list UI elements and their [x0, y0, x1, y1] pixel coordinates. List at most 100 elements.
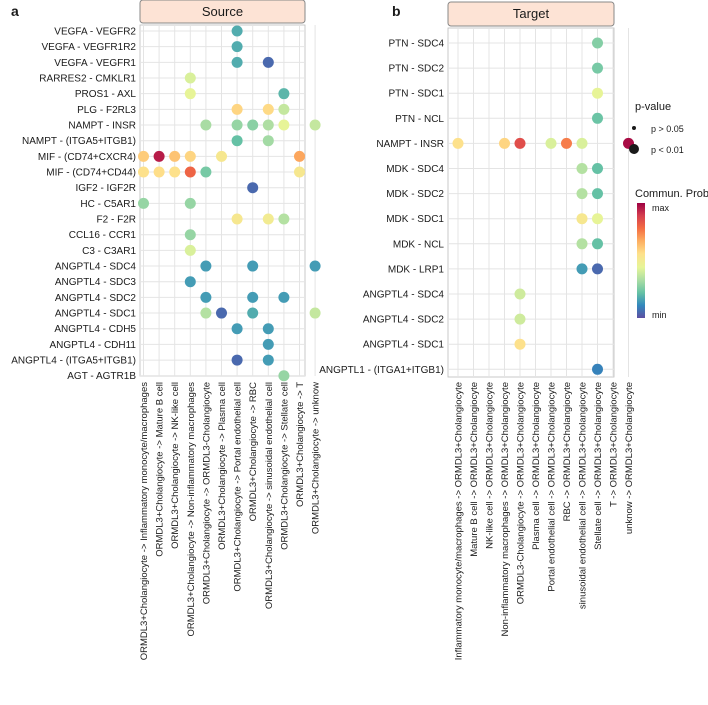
x-tick-label: ORMDL3+Cholangiocyte -> NK-like cell — [170, 382, 181, 549]
y-tick-label: RARRES2 - CMKLR1 — [39, 74, 136, 85]
data-point — [499, 137, 510, 149]
y-tick-label: ANGPTL4 - CDH5 — [54, 324, 136, 335]
data-point — [592, 87, 603, 99]
data-point — [184, 229, 196, 241]
data-point — [184, 197, 196, 209]
y-tick-label: ANGPTL4 - SDC4 — [363, 290, 445, 301]
data-point — [592, 238, 603, 250]
x-tick-label: ORMDL3-Cholangiocyte -> ORMDL3+Cholangio… — [516, 382, 527, 604]
data-point — [576, 137, 588, 149]
data-point — [592, 62, 603, 74]
x-tick-label: T -> ORMDL3+Cholangiocyte — [609, 382, 620, 507]
y-tick-label: MDK - SDC1 — [386, 214, 444, 225]
data-point — [514, 137, 526, 149]
y-tick-label: MDK - SDC2 — [386, 189, 444, 200]
x-tick-label: ORMDL3+Cholangiocyte -> T — [295, 382, 306, 507]
data-point — [592, 213, 603, 225]
target-plot-area — [447, 27, 615, 378]
y-tick-label: HC - C5AR1 — [80, 199, 136, 210]
data-point — [278, 291, 290, 303]
data-point — [262, 56, 274, 68]
x-tick-label: ORMDL3+Cholangiocyte -> Portal endotheli… — [233, 382, 244, 592]
x-tick-label: ORMDL3+Cholangiocyte -> ORMDL3-Cholangio… — [201, 382, 212, 604]
x-tick-label: unknow -> ORMDL3+Cholangiocyte — [624, 382, 635, 534]
x-tick-label: ORMDL3+Cholangiocyte -> unknow — [311, 382, 322, 534]
data-point — [200, 291, 212, 303]
data-point — [262, 354, 274, 366]
data-point — [138, 166, 149, 178]
data-point — [545, 137, 557, 149]
target-grid — [448, 28, 629, 377]
data-point — [184, 72, 196, 84]
data-point — [576, 263, 588, 275]
x-tick-label: Plasma cell -> ORMDL3+Cholangiocyte — [531, 382, 542, 550]
data-point — [231, 323, 243, 335]
y-tick-label: PLG - F2RL3 — [77, 105, 136, 116]
x-tick-label: ORMDL3+Cholangiocyte -> Inflammatory mon… — [139, 382, 150, 661]
y-tick-label: NAMPT - INSR — [376, 139, 444, 150]
data-point — [153, 150, 165, 162]
data-point — [309, 260, 321, 272]
data-point — [294, 150, 305, 162]
data-point — [200, 307, 212, 319]
y-tick-label: NAMPT - INSR — [68, 121, 136, 132]
data-point — [247, 119, 259, 131]
target-strip — [447, 1, 615, 27]
data-point — [309, 307, 321, 319]
y-tick-label: AGT - AGTR1B — [67, 371, 136, 382]
data-point — [231, 213, 243, 225]
x-tick-label: sinusoidal endothelial cell -> ORMDL3+Ch… — [578, 382, 589, 609]
y-tick-label: ANGPTL4 - SDC2 — [55, 293, 137, 304]
data-point — [576, 213, 588, 225]
data-point — [153, 166, 165, 178]
y-tick-label: PTN - SDC4 — [388, 39, 444, 50]
y-tick-label: ANGPTL4 - (ITGA5+ITGB1) — [11, 356, 136, 367]
x-tick-label: ORMDL3+Cholangiocyte -> Plasma cell — [217, 382, 228, 550]
pvalue-large-dot — [629, 144, 639, 154]
data-point — [231, 354, 243, 366]
y-tick-label: ANGPTL4 - SDC1 — [363, 340, 445, 351]
data-point — [294, 166, 305, 178]
pvalue-legend-title: p-value — [635, 101, 671, 113]
source-dots — [138, 25, 321, 382]
data-point — [278, 119, 290, 131]
data-point — [452, 137, 464, 149]
data-point — [309, 119, 321, 131]
data-point — [169, 166, 181, 178]
x-tick-label: ORMDL3+Cholangiocyte -> RBC — [248, 382, 259, 522]
y-tick-label: ANGPTL4 - SDC3 — [55, 277, 137, 288]
pvalue-small-label: p > 0.05 — [651, 124, 684, 134]
data-point — [200, 260, 212, 272]
x-tick-label: ORMDL3+Cholangiocyte -> Non-inflammatory… — [186, 382, 197, 637]
x-tick-label: ORMDL3+Cholangiocyte -> sinusoidal endot… — [264, 382, 275, 609]
data-point — [278, 213, 290, 225]
data-point — [231, 135, 243, 147]
data-point — [576, 163, 588, 174]
data-point — [592, 188, 603, 200]
colorbar — [637, 203, 645, 318]
data-point — [262, 213, 274, 225]
data-point — [184, 166, 196, 178]
y-tick-label: IGF2 - IGF2R — [75, 183, 136, 194]
y-tick-label: CCL16 - CCR1 — [69, 230, 137, 241]
x-tick-label: ORMDL3+Cholangiocyte -> Mature B cell — [155, 382, 166, 557]
y-tick-label: PTN - SDC2 — [388, 64, 444, 75]
panel-letter-a: a — [11, 3, 19, 19]
y-tick-label: ANGPTL4 - SDC1 — [55, 309, 137, 320]
data-point — [514, 313, 526, 325]
x-tick-label: Inflammatory monocyte/macrophages -> ORM… — [454, 382, 465, 660]
data-point — [138, 197, 149, 209]
y-tick-label: ANGPTL4 - SDC2 — [363, 315, 445, 326]
data-point — [231, 56, 243, 68]
y-tick-label: PTN - NCL — [395, 114, 444, 125]
data-point — [576, 238, 588, 250]
data-point — [138, 150, 149, 162]
y-tick-label: VEGFA - VEGFR1 — [54, 58, 136, 69]
source-strip-label: Source — [202, 4, 243, 19]
data-point — [262, 119, 274, 131]
y-tick-label: NAMPT - (ITGA5+ITGB1) — [22, 136, 136, 147]
target-y-labels: PTN - SDC4 PTN - SDC2 PTN - SDC1 PTN - NCL N… — [319, 39, 444, 376]
